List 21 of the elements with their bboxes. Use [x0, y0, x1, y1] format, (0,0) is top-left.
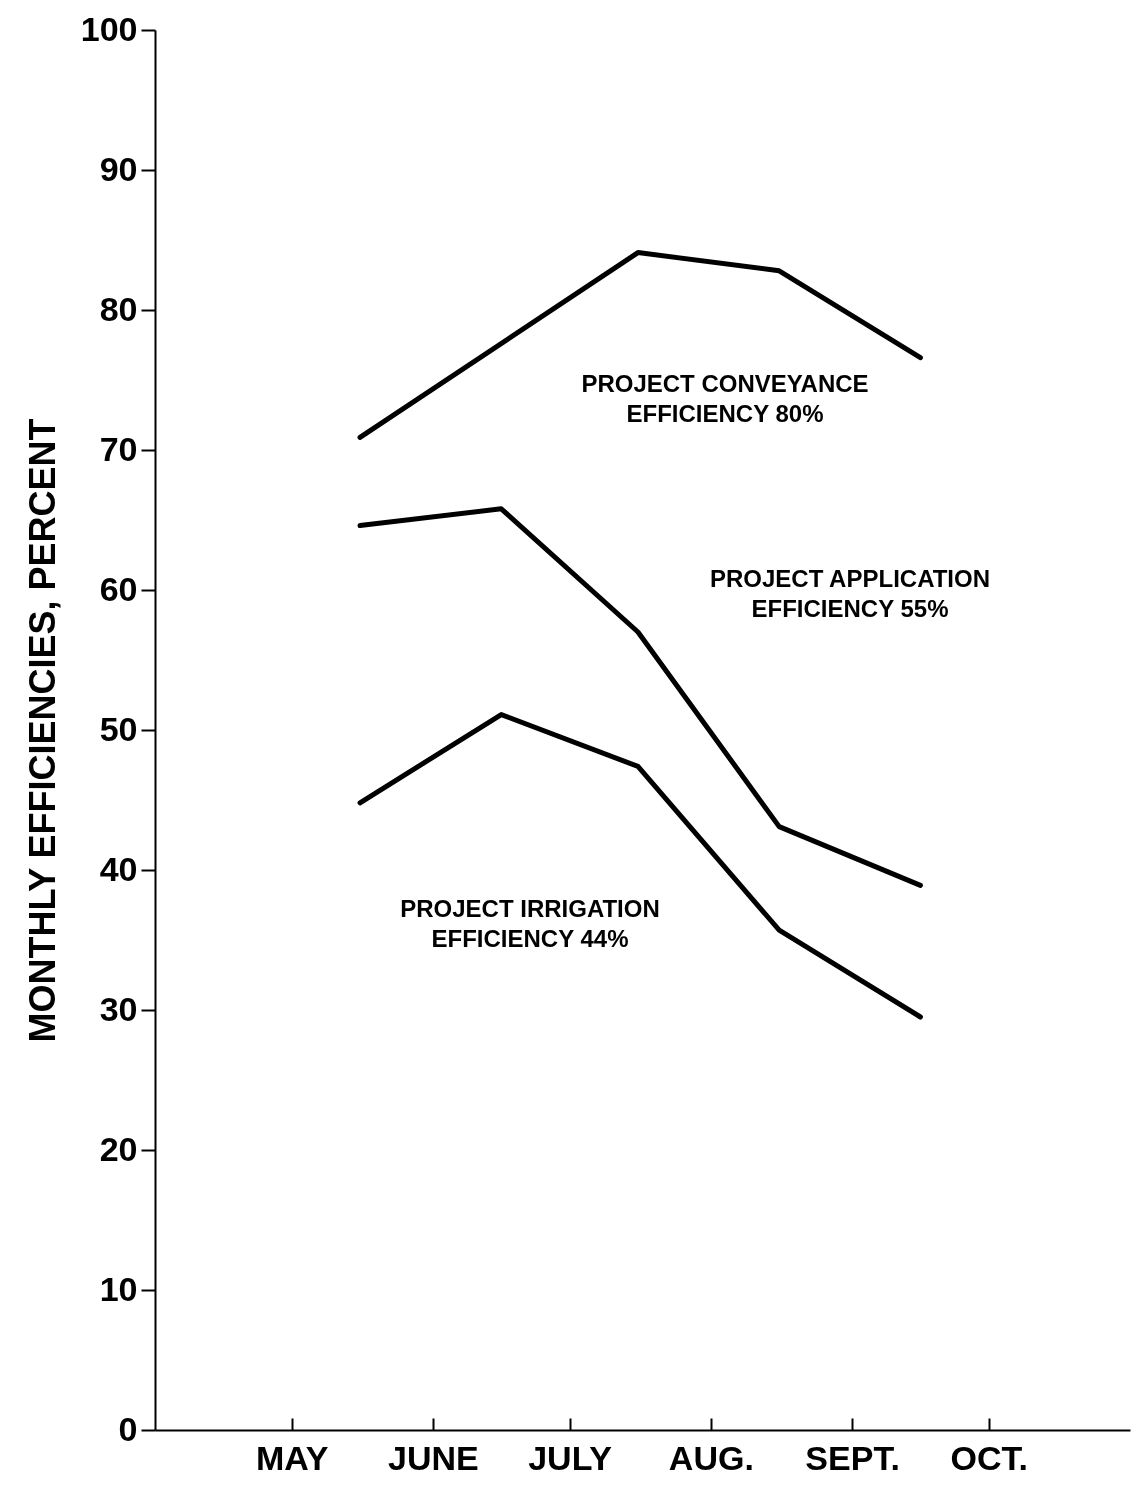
x-tick-label: JUNE — [388, 1438, 479, 1477]
y-axis-title: MONTHLY EFFICIENCIES, PERCENT — [21, 418, 63, 1043]
x-tick-label: AUG. — [668, 1438, 754, 1477]
y-tick-label: 0 — [118, 1409, 138, 1448]
annotation: PROJECT APPLICATION EFFICIENCY 55% — [709, 565, 991, 622]
x-tick-label: SEPT. — [805, 1438, 900, 1477]
y-tick-label: 100 — [80, 9, 138, 48]
y-tick-label: 60 — [99, 569, 138, 608]
x-tick-label: OCT. — [950, 1438, 1028, 1477]
y-tick-label: 20 — [99, 1129, 138, 1168]
y-tick-label: 80 — [99, 289, 138, 328]
y-tick-label: 70 — [99, 429, 138, 468]
annotation: PROJECT IRRIGATION EFFICIENCY 44% — [400, 895, 660, 952]
x-tick-label: JULY — [528, 1438, 613, 1477]
y-tick-label: 50 — [99, 709, 138, 748]
y-tick-label: 90 — [99, 149, 138, 188]
annotation: PROJECT CONVEYANCE EFFICIENCY 80% — [581, 370, 869, 427]
x-tick-label: MAY — [255, 1438, 329, 1477]
y-tick-label: 10 — [99, 1269, 138, 1308]
y-tick-label: 40 — [99, 849, 138, 888]
y-tick-label: 30 — [99, 989, 138, 1028]
